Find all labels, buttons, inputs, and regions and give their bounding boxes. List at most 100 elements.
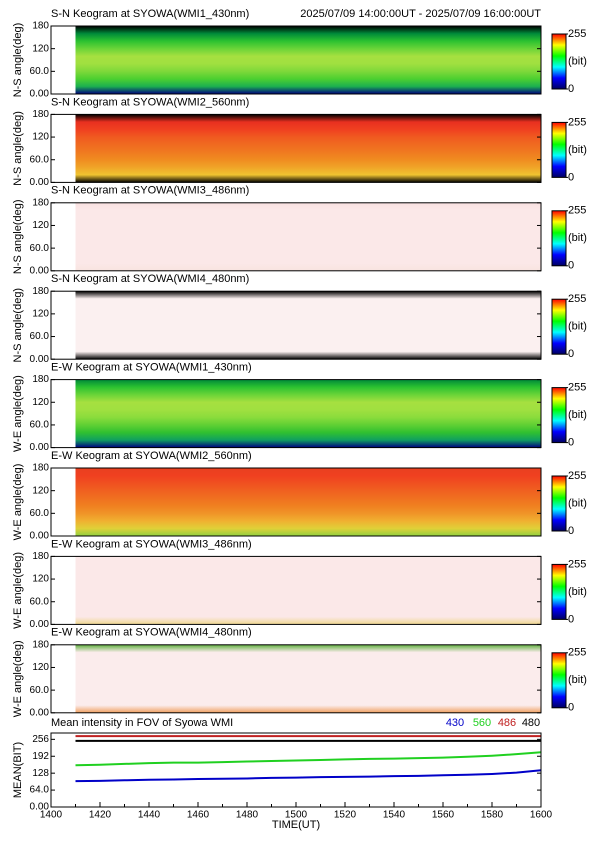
panel-title: S-N Keogram at SYOWA(WMI3_486nm) — [51, 185, 249, 197]
y-tick-label: 120 — [32, 43, 49, 54]
colorbar — [551, 475, 567, 532]
y-tick-label: 60.0 — [30, 154, 50, 165]
colorbar-tick-label: 255 — [568, 647, 586, 659]
y-tick-label: 0.00 — [30, 619, 50, 630]
y-tick-label: 180 — [32, 463, 49, 474]
legend-entry: 486 — [498, 717, 516, 729]
y-tick-label: 60.0 — [30, 508, 50, 519]
x-axis-label: TIME(UT) — [272, 819, 320, 831]
y-tick-label: 60.0 — [30, 331, 50, 342]
y-tick-label: 180 — [32, 639, 49, 650]
y-tick-label: 0.00 — [30, 802, 50, 813]
colorbar — [551, 33, 567, 90]
x-tick-label: 1480 — [236, 810, 259, 821]
legend-entry: 560 — [473, 717, 491, 729]
colorbar-tick-label: 0 — [568, 525, 574, 537]
plot-frame — [50, 379, 542, 449]
y-tick-label: 0.00 — [30, 354, 50, 365]
colorbar-tick-label: 0 — [568, 613, 574, 625]
y-tick-label: 120 — [32, 132, 49, 143]
y-tick-label: 120 — [32, 397, 49, 408]
colorbar — [551, 298, 567, 355]
y-tick-label: 128 — [32, 768, 49, 779]
keogram-image — [75, 556, 541, 625]
colorbar-label: (bit) — [568, 409, 587, 421]
y-tick-label: 192 — [32, 751, 49, 762]
plot-frame — [50, 25, 542, 95]
colorbar-tick-label: 255 — [568, 116, 586, 128]
keogram-image — [75, 291, 541, 360]
colorbar — [551, 121, 567, 178]
y-axis-label: W-E angle(deg) — [12, 552, 24, 629]
y-axis-label: MEAN(BIT) — [12, 742, 24, 798]
colorbar-tick-label: 255 — [568, 28, 586, 40]
colorbar-label: (bit) — [568, 232, 587, 244]
colorbar-tick-label: 0 — [568, 702, 574, 714]
y-tick-label: 60.0 — [30, 596, 50, 607]
colorbar-label: (bit) — [568, 144, 587, 156]
keogram-image — [75, 644, 541, 713]
colorbar — [551, 387, 567, 444]
panel-title: S-N Keogram at SYOWA(WMI2_560nm) — [51, 96, 249, 108]
keogram-image — [75, 468, 541, 536]
plot-frame — [50, 644, 542, 714]
y-tick-label: 120 — [32, 662, 49, 673]
y-axis-label: N-S angle(deg) — [12, 111, 24, 186]
panel-title: E-W Keogram at SYOWA(WMI2_560nm) — [51, 450, 252, 462]
y-tick-label: 256 — [32, 734, 49, 745]
panel-title: S-N Keogram at SYOWA(WMI1_430nm) — [51, 8, 249, 20]
x-tick-label: 1460 — [187, 810, 210, 821]
panel-title: S-N Keogram at SYOWA(WMI4_480nm) — [51, 273, 249, 285]
y-tick-label: 0.00 — [30, 707, 50, 718]
plot-frame — [50, 555, 542, 625]
colorbar-tick-label: 255 — [568, 382, 586, 394]
colorbar-label: (bit) — [568, 674, 587, 686]
colorbar — [551, 652, 567, 709]
colorbar-tick-label: 0 — [568, 437, 574, 449]
plot-frame — [50, 113, 542, 183]
colorbar-tick-label: 0 — [568, 260, 574, 272]
y-tick-label: 120 — [32, 574, 49, 585]
colorbar-label: (bit) — [568, 321, 587, 333]
y-tick-label: 0.00 — [30, 177, 50, 188]
colorbar-tick-label: 255 — [568, 470, 586, 482]
colorbar-label: (bit) — [568, 497, 587, 509]
plot-frame — [50, 290, 542, 360]
keogram-image — [75, 202, 541, 271]
y-tick-label: 180 — [32, 374, 49, 385]
y-tick-label: 60.0 — [30, 685, 50, 696]
x-tick-label: 1420 — [89, 810, 112, 821]
y-tick-label: 0.00 — [30, 531, 50, 542]
legend-entry: 430 — [446, 717, 464, 729]
panel-title: E-W Keogram at SYOWA(WMI4_480nm) — [51, 627, 252, 639]
colorbar-tick-label: 0 — [568, 83, 574, 95]
y-axis-label: N-S angle(deg) — [12, 23, 24, 98]
x-tick-label: 1600 — [530, 810, 553, 821]
plot-frame — [50, 467, 542, 537]
plot-frame — [50, 732, 542, 808]
y-tick-label: 60.0 — [30, 243, 50, 254]
y-tick-label: 180 — [32, 286, 49, 297]
series-line — [75, 769, 542, 783]
y-tick-label: 120 — [32, 309, 49, 320]
keogram-image — [75, 379, 541, 448]
y-axis-label: W-E angle(deg) — [12, 375, 24, 452]
x-tick-label: 1520 — [334, 810, 357, 821]
y-tick-label: 60.0 — [30, 66, 50, 77]
keogram-image — [75, 114, 541, 183]
colorbar-tick-label: 255 — [568, 293, 586, 305]
panel-title: E-W Keogram at SYOWA(WMI3_486nm) — [51, 538, 252, 550]
y-axis-label: N-S angle(deg) — [12, 200, 24, 275]
x-tick-label: 1500 — [285, 810, 308, 821]
colorbar-tick-label: 0 — [568, 348, 574, 360]
y-axis-label: W-E angle(deg) — [12, 464, 24, 541]
panel-title: E-W Keogram at SYOWA(WMI1_430nm) — [51, 362, 252, 374]
series-line — [75, 751, 542, 767]
y-tick-label: 180 — [32, 197, 49, 208]
y-tick-label: 0.00 — [30, 442, 50, 453]
legend-entry: 480 — [522, 717, 540, 729]
panel-title: Mean intensity in FOV of Syowa WMI — [51, 717, 233, 729]
x-tick-label: 1540 — [383, 810, 406, 821]
colorbar-tick-label: 255 — [568, 205, 586, 217]
